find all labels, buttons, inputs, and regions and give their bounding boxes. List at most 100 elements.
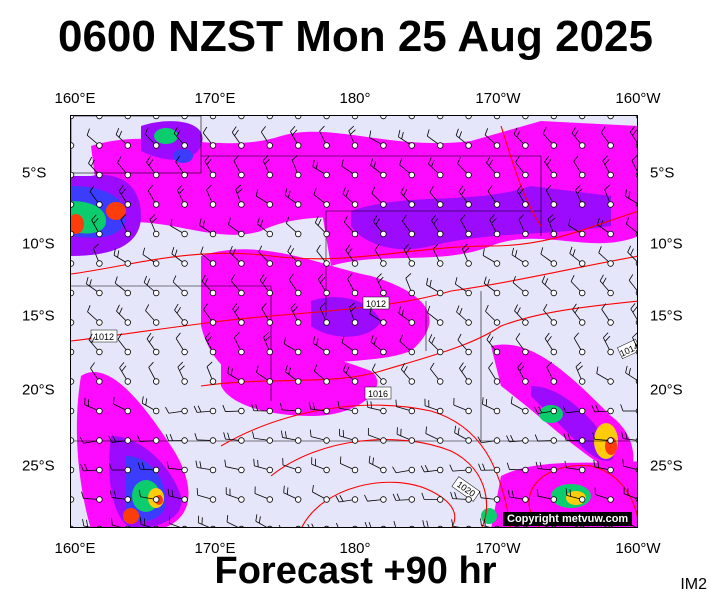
wind-barb (254, 486, 273, 503)
lat-label-left-1: 10°S (22, 235, 55, 253)
wind-barb (314, 216, 330, 238)
wind-barb (380, 116, 387, 120)
wind-barb (308, 402, 330, 415)
wind-barb (253, 458, 273, 474)
wind-barb (316, 244, 330, 267)
wind-barb (138, 489, 160, 503)
wind-barb (337, 401, 359, 415)
wind-barb (573, 332, 586, 356)
wind-barb (568, 218, 586, 238)
wind-barb (516, 185, 529, 208)
wind-barb (172, 275, 188, 297)
wind-barb (279, 403, 302, 415)
wind-barb (402, 215, 415, 238)
wind-barb (507, 490, 529, 503)
wind-barb (351, 116, 359, 120)
lon-label-bottom-0: 160°E (54, 540, 96, 557)
wind-barb (628, 274, 637, 296)
image-id-label: IM2 (680, 576, 707, 593)
wind-barb (262, 155, 273, 179)
wind-barb (284, 188, 302, 208)
lat-label-right-0: 5°S (650, 164, 675, 182)
wind-barb (513, 127, 529, 149)
wind-barb (425, 426, 444, 444)
wind-barb (71, 142, 75, 149)
wind-barb (204, 332, 217, 356)
isobar-label-0: 1012 (90, 329, 118, 343)
wind-barb (534, 406, 557, 415)
wind-barb (339, 456, 359, 474)
wind-barb (114, 276, 131, 297)
wind-barb (348, 125, 359, 149)
wind-barb (255, 514, 273, 527)
wind-barb (607, 116, 614, 120)
wind-barb (626, 217, 637, 237)
wind-barb (635, 116, 637, 119)
wind-barb (631, 155, 637, 178)
wind-barb (200, 246, 217, 267)
wind-barb (403, 243, 415, 267)
wind-barb (602, 155, 614, 179)
wind-barb (231, 126, 245, 149)
wind-barb (167, 488, 188, 503)
wind-barb (432, 243, 444, 267)
wind-barb (319, 302, 330, 326)
wind-barb (87, 305, 103, 326)
wind-barb (230, 274, 245, 297)
wind-barb (147, 185, 160, 208)
wind-barb (225, 487, 245, 503)
wind-barb (399, 334, 415, 356)
wind-barb (181, 116, 188, 120)
isobar-labels: 1012 1012 1016 1020 1014 (90, 296, 637, 502)
wind-barb (224, 459, 245, 474)
wind-barb (372, 215, 387, 238)
wind-barb (170, 219, 188, 238)
wind-barb (493, 116, 501, 120)
wind-barb (113, 396, 131, 415)
wind-barb (90, 362, 103, 385)
wind-barb (335, 495, 359, 503)
lat-label-left-0: 5°S (22, 164, 47, 182)
wind-barb (426, 277, 444, 297)
wind-barb (204, 155, 217, 179)
wind-barb (449, 464, 472, 474)
wind-barb (309, 429, 330, 444)
wind-barb (176, 184, 188, 208)
wind-barb (171, 247, 188, 267)
wind-barb (600, 126, 614, 149)
lon-label-bottom-4: 160°W (615, 540, 661, 557)
wind-barb (400, 363, 415, 385)
wind-barb (234, 332, 245, 356)
lat-label-right-4: 25°S (650, 457, 683, 475)
wind-barb (144, 127, 160, 149)
isobar-label-text-1: 1012 (366, 299, 386, 309)
wind-barb (143, 275, 160, 297)
wind-barb (486, 156, 501, 179)
wind-barb (370, 158, 387, 179)
wind-barb (420, 465, 444, 474)
wind-barb (256, 365, 273, 385)
wind-barb (543, 303, 557, 326)
wind-barb (312, 159, 330, 179)
wind-barb (547, 214, 557, 238)
lon-label-bottom-1: 170°E (194, 540, 236, 557)
wind-barb (540, 247, 557, 267)
wind-barb (209, 116, 217, 120)
wind-barb (368, 455, 387, 474)
wind-barb (288, 273, 302, 297)
wind-barb (453, 397, 472, 415)
wind-barb (260, 126, 273, 149)
wind-barb (579, 116, 586, 120)
wind-barb (71, 437, 75, 444)
wind-barb (93, 243, 103, 267)
wind-barb (597, 217, 614, 238)
wind-barb (602, 332, 614, 356)
wind-barb (395, 399, 415, 415)
wind-barb (398, 306, 415, 326)
isobar-label-2: 1016 (364, 386, 392, 400)
wind-barb (137, 462, 160, 474)
wind-barb (91, 214, 103, 238)
wind-barb (454, 277, 472, 297)
wind-barb (376, 273, 387, 297)
weather-map-svg: 1012 1012 1016 1020 1014 (71, 116, 637, 527)
